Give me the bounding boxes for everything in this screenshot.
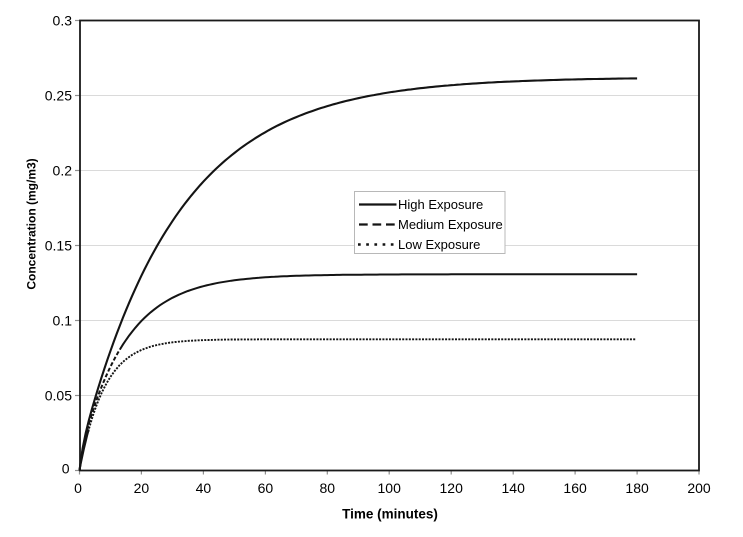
svg-text:Time (minutes): Time (minutes)	[342, 507, 438, 522]
svg-text:0: 0	[74, 480, 82, 496]
svg-text:60: 60	[258, 480, 274, 496]
svg-text:0.2: 0.2	[53, 163, 73, 179]
svg-text:High Exposure: High Exposure	[398, 197, 483, 212]
svg-text:0: 0	[62, 461, 70, 477]
svg-text:Low Exposure: Low Exposure	[398, 237, 480, 252]
svg-text:40: 40	[196, 480, 212, 496]
svg-text:0.15: 0.15	[45, 238, 72, 254]
svg-text:Concentration (mg/m3): Concentration (mg/m3)	[25, 158, 39, 289]
svg-text:0.1: 0.1	[53, 313, 73, 329]
svg-text:180: 180	[625, 480, 649, 496]
svg-text:0.3: 0.3	[53, 13, 73, 29]
svg-text:200: 200	[687, 480, 711, 496]
svg-text:140: 140	[502, 480, 526, 496]
svg-text:0.25: 0.25	[45, 88, 72, 104]
svg-text:80: 80	[320, 480, 336, 496]
svg-text:100: 100	[378, 480, 402, 496]
svg-text:120: 120	[440, 480, 464, 496]
svg-text:0.05: 0.05	[45, 388, 72, 404]
svg-text:20: 20	[134, 480, 150, 496]
svg-text:Medium Exposure: Medium Exposure	[398, 217, 503, 232]
svg-text:160: 160	[563, 480, 587, 496]
